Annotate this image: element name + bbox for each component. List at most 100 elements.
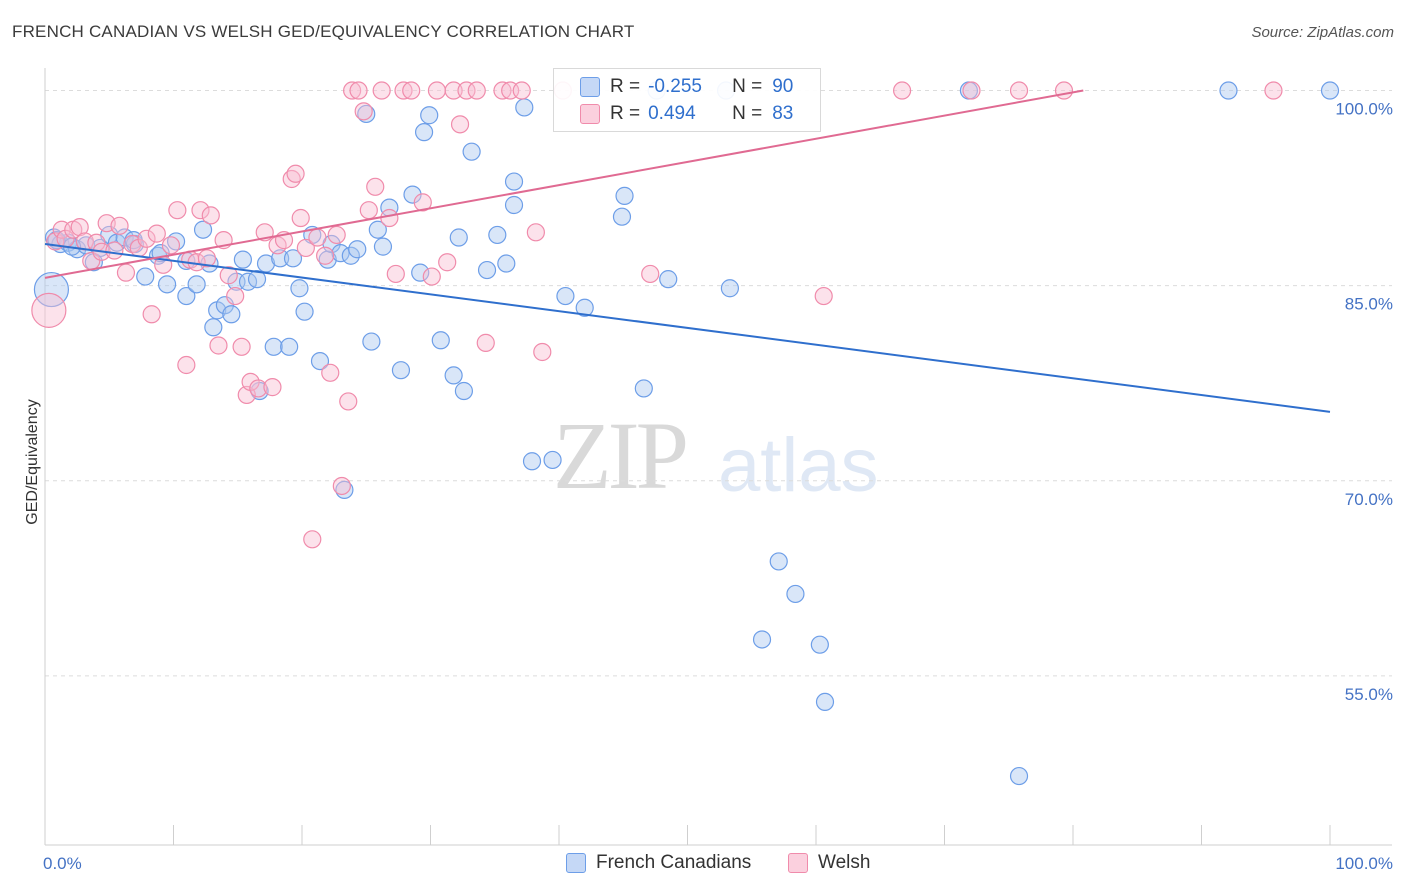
french-canadians-point — [247, 270, 267, 289]
welsh-point — [354, 102, 373, 121]
welsh-point — [147, 224, 166, 243]
welsh-point — [512, 81, 531, 100]
welsh-point — [291, 208, 310, 228]
welsh-point — [137, 229, 156, 248]
y-tick-label: 70.0% — [1345, 490, 1393, 509]
french-canadians-point — [233, 250, 252, 269]
welsh-point — [161, 236, 181, 255]
french-canadians-point — [612, 207, 632, 226]
french-canadians-point — [477, 260, 497, 280]
welsh-point — [349, 81, 368, 100]
watermark-zip: ZIP — [553, 402, 689, 509]
chart-title: FRENCH CANADIAN VS WELSH GED/EQUIVALENCY… — [12, 22, 635, 41]
french-canadians-point — [411, 263, 430, 282]
welsh-point — [444, 81, 463, 100]
french-canadians-point — [515, 98, 534, 117]
french-canadians-point — [815, 692, 835, 712]
welsh-point — [438, 253, 457, 272]
french-canadians-point — [310, 351, 330, 371]
y-tick-label: 55.0% — [1345, 685, 1393, 704]
welsh-point — [343, 81, 362, 100]
french-canadians-point — [193, 220, 213, 239]
french-canadians-point — [615, 186, 634, 205]
french-canadians-point — [348, 240, 367, 259]
welsh-point — [526, 223, 545, 242]
welsh-point — [892, 81, 912, 100]
series-swatch-pink — [788, 853, 808, 873]
french-canadians-point — [504, 172, 524, 191]
french-canadians-point — [368, 220, 387, 239]
welsh-point — [321, 363, 340, 382]
x-tick-label: 100.0% — [1335, 854, 1393, 873]
welsh-point — [413, 193, 432, 212]
legend-r-value: 0.494 — [648, 103, 696, 124]
welsh-point — [116, 263, 136, 282]
welsh-point — [232, 337, 251, 356]
french-canadians-point — [444, 366, 463, 385]
welsh-point — [641, 264, 660, 284]
trend-layer — [44, 89, 1331, 413]
welsh-point — [105, 241, 124, 260]
welsh-point — [303, 530, 322, 549]
welsh-point — [1264, 81, 1283, 100]
legend-n-label: N = — [732, 76, 763, 97]
welsh-point — [427, 81, 447, 100]
welsh-point — [201, 206, 220, 225]
stats-legend: R = -0.255 N = 90 R = 0.494 N = 83 — [553, 68, 821, 132]
y-tick-label: 100.0% — [1335, 100, 1393, 119]
welsh-point — [142, 305, 161, 324]
french-canadians-point — [204, 318, 223, 337]
welsh-point — [70, 218, 89, 237]
french-canadians-point — [420, 106, 439, 125]
french-canadians-point — [1320, 81, 1340, 100]
x-tick-label: 0.0% — [43, 854, 82, 873]
welsh-point — [327, 225, 346, 245]
series-legend: French Canadians Welsh — [0, 852, 1406, 878]
welsh-point — [339, 392, 358, 411]
legend-r-label: R = — [610, 103, 641, 124]
welsh-point — [168, 201, 187, 220]
french-canadians-point — [634, 379, 653, 398]
french-canadians-point — [1009, 766, 1029, 786]
welsh-point — [226, 286, 245, 306]
legend-r-value: -0.255 — [648, 76, 702, 97]
welsh-point — [467, 81, 486, 100]
welsh-point — [219, 266, 238, 285]
welsh-point — [1009, 81, 1029, 100]
welsh-point — [1054, 81, 1074, 100]
welsh-point — [263, 378, 282, 397]
series-legend-welsh[interactable]: Welsh — [788, 852, 870, 874]
welsh-point — [286, 164, 305, 183]
welsh-point — [316, 246, 335, 265]
welsh-point — [962, 81, 981, 100]
french-canadians-point — [454, 381, 474, 401]
welsh-point — [191, 201, 210, 220]
french-canadians-point — [414, 123, 434, 142]
welsh-point — [249, 379, 268, 398]
series-legend-french-canadians[interactable]: French Canadians — [566, 852, 751, 874]
legend-n-label: N = — [732, 103, 763, 124]
french-canadians-point — [575, 298, 594, 317]
french-canadians-trend-line — [44, 243, 1331, 413]
welsh-point — [814, 286, 833, 306]
french-canadians-point — [357, 104, 376, 124]
french-canadians-point — [1219, 81, 1238, 100]
welsh-point — [457, 81, 476, 100]
french-canadians-point — [488, 225, 507, 245]
french-canadians-point — [522, 452, 542, 471]
welsh-point — [197, 249, 217, 268]
french-canadians-point — [769, 552, 788, 571]
welsh-point — [386, 264, 405, 284]
welsh-point — [476, 333, 495, 352]
french-canadians-point — [504, 195, 524, 215]
series-legend-label: Welsh — [818, 852, 871, 873]
french-canadians-point — [720, 279, 740, 298]
welsh-point — [296, 238, 315, 258]
french-canadians-point — [752, 630, 772, 649]
french-canadians-point — [215, 296, 234, 315]
welsh-trend-line — [44, 89, 1084, 279]
french-canadians-point — [280, 337, 299, 356]
legend-swatch-pink — [580, 104, 600, 124]
french-canadians-point — [786, 584, 805, 604]
